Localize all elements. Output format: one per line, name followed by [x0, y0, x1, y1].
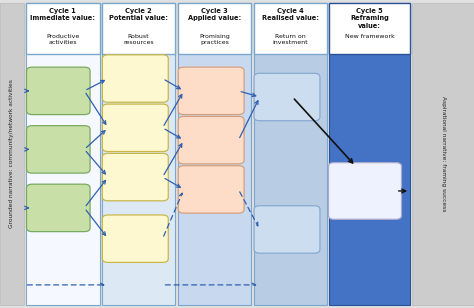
FancyBboxPatch shape [27, 184, 90, 232]
FancyBboxPatch shape [102, 215, 168, 262]
Text: Cycle 5
Reframing
value:: Cycle 5 Reframing value: [350, 8, 389, 29]
FancyBboxPatch shape [102, 3, 175, 305]
Text: Cycle 4
Realised value:: Cycle 4 Realised value: [262, 8, 319, 21]
Text: Productive
activities: Productive activities [46, 34, 80, 45]
Text: Robust
resources: Robust resources [123, 34, 154, 45]
FancyBboxPatch shape [102, 153, 168, 201]
Text: Aspirational narrative: framing success: Aspirational narrative: framing success [441, 96, 446, 212]
Text: Cycle 1
Immediate value:: Cycle 1 Immediate value: [30, 8, 95, 21]
FancyBboxPatch shape [254, 73, 320, 121]
Text: Grounded narrative: community/network activities: Grounded narrative: community/network ac… [9, 79, 14, 229]
FancyBboxPatch shape [102, 3, 175, 54]
FancyBboxPatch shape [254, 3, 327, 54]
Text: New framework: New framework [345, 34, 394, 39]
FancyBboxPatch shape [178, 67, 244, 115]
FancyBboxPatch shape [178, 3, 251, 54]
Text: Promising
practices: Promising practices [199, 34, 230, 45]
Text: Cycle 2
Potential value:: Cycle 2 Potential value: [109, 8, 168, 21]
FancyBboxPatch shape [328, 163, 401, 219]
FancyBboxPatch shape [26, 3, 100, 305]
FancyBboxPatch shape [27, 126, 90, 173]
FancyBboxPatch shape [102, 104, 168, 152]
FancyBboxPatch shape [178, 116, 244, 164]
Text: Cycle 3
Applied value:: Cycle 3 Applied value: [188, 8, 241, 21]
FancyBboxPatch shape [254, 3, 327, 305]
FancyBboxPatch shape [27, 67, 90, 115]
FancyBboxPatch shape [178, 3, 251, 305]
FancyBboxPatch shape [102, 55, 168, 102]
Text: Return on
investment: Return on investment [273, 34, 308, 45]
FancyBboxPatch shape [254, 206, 320, 253]
FancyBboxPatch shape [0, 3, 24, 305]
FancyBboxPatch shape [26, 3, 100, 54]
FancyBboxPatch shape [329, 3, 410, 54]
FancyBboxPatch shape [329, 3, 410, 305]
FancyBboxPatch shape [178, 166, 244, 213]
FancyBboxPatch shape [412, 3, 474, 305]
